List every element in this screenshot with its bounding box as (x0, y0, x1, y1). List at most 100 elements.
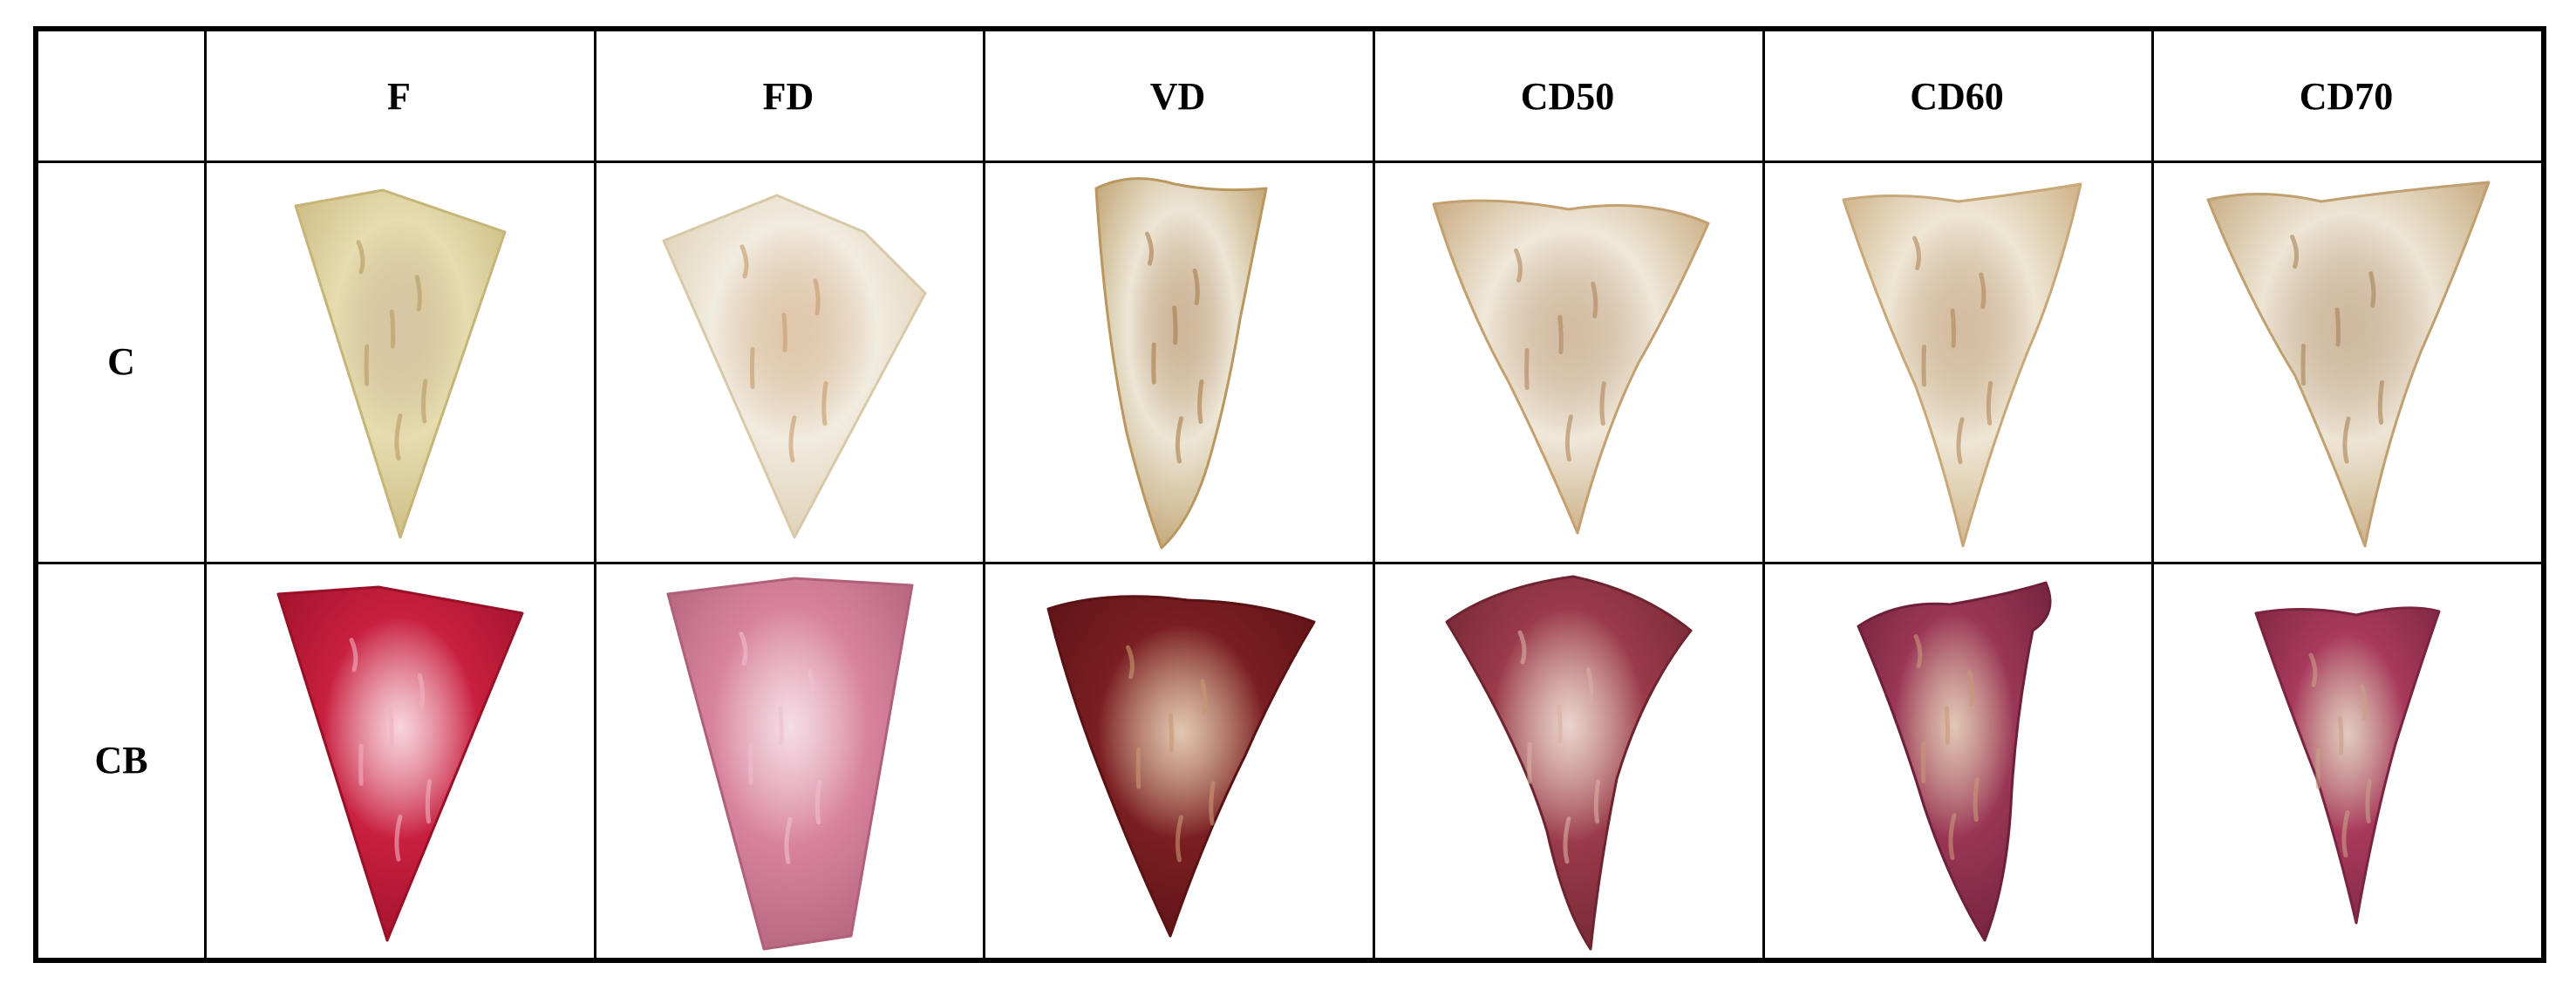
slice-texture (749, 346, 754, 389)
slice-texture (783, 816, 792, 864)
grid-line (2151, 31, 2154, 958)
slice-texture (807, 668, 814, 706)
row-label-c: C (107, 339, 135, 383)
slice-texture (1920, 344, 1926, 386)
slice-texture (2315, 747, 2320, 789)
sample-photo (1857, 581, 2051, 941)
slice-texture (1591, 281, 1598, 318)
slice-texture (1192, 268, 1200, 305)
grid-line (1762, 31, 1765, 958)
slice-texture (1514, 248, 1523, 283)
sample-comparison-table: F FD VD CD50 CD60 CD70 C CB (33, 26, 2546, 963)
sample-image-c-cd50 (1375, 163, 1762, 562)
slice-texture (1145, 231, 1154, 266)
slice-texture (1209, 780, 1216, 825)
grid-line (38, 562, 2541, 564)
slice-texture (1175, 814, 1183, 862)
sample-photo (2206, 181, 2491, 547)
grid-line (983, 31, 985, 958)
sample-photo (1094, 176, 1268, 549)
slice-texture (1126, 645, 1135, 679)
sample-slice (294, 188, 507, 538)
grid-line (38, 160, 2541, 163)
sample-slice (2254, 605, 2441, 924)
slice-texture (1200, 679, 1208, 716)
sample-image-cb-cd50 (1375, 564, 1762, 958)
slice-texture (1920, 741, 1925, 783)
slice-texture (1197, 379, 1204, 424)
slice-texture (739, 631, 747, 666)
slice-texture (358, 743, 364, 786)
slice-texture (1973, 776, 1980, 822)
sample-image-cb-cd60 (1765, 564, 2151, 958)
slice-texture (1557, 704, 1563, 744)
slice-texture (821, 380, 828, 426)
slice-texture (1517, 630, 1527, 665)
sample-slice (666, 577, 913, 950)
slice-texture (2342, 416, 2351, 464)
sample-image-cb-vd (985, 564, 1373, 958)
sample-image-cb-f (207, 564, 594, 958)
sample-photo (666, 577, 913, 950)
column-header-vd: VD (1149, 74, 1206, 118)
column-header-fd: FD (762, 74, 814, 118)
slice-texture (414, 274, 422, 311)
sample-image-c-fd (596, 163, 983, 562)
slice-texture (1955, 416, 1964, 464)
slice-texture (1135, 746, 1141, 789)
sample-slice (1842, 182, 2082, 547)
slice-texture (1557, 314, 1564, 354)
slice-texture (813, 278, 821, 315)
slice-texture (2377, 379, 2385, 425)
slice-texture (394, 814, 403, 862)
sample-photo (1432, 199, 1710, 534)
column-header-cd70: CD70 (2299, 74, 2394, 118)
slice-texture (1175, 415, 1183, 463)
slice-texture (2308, 652, 2318, 687)
grid-line (594, 31, 596, 958)
slice-texture (1585, 666, 1594, 704)
slice-texture (747, 742, 753, 785)
slice-texture (2300, 343, 2306, 386)
column-header-cd50: CD50 (1520, 74, 1615, 118)
sample-photo (1842, 182, 2082, 547)
sample-slice (1046, 594, 1316, 937)
slice-texture (739, 243, 748, 278)
sample-slice (1857, 581, 2051, 941)
sample-slice (1432, 199, 1710, 534)
slice-texture (1913, 633, 1922, 668)
slice-texture (388, 707, 394, 748)
grid-line (1373, 31, 1375, 958)
slice-texture (1563, 816, 1571, 864)
slice-texture (2334, 306, 2341, 346)
slice-texture (421, 378, 428, 423)
sample-slice (662, 194, 926, 538)
sample-image-cb-cd70 (2154, 564, 2541, 958)
column-header-cd60: CD60 (1910, 74, 2004, 118)
slice-texture (2341, 809, 2350, 857)
slice-texture (1912, 236, 1921, 270)
sample-image-c-vd (985, 163, 1373, 562)
slice-texture (1599, 380, 1606, 426)
slice-texture (1564, 413, 1573, 461)
slice-texture (1593, 778, 1601, 823)
slice-texture (781, 312, 787, 352)
slice-texture (1151, 342, 1156, 385)
slice-texture (1947, 812, 1956, 860)
slice-texture (2360, 684, 2368, 721)
sample-photo (1046, 594, 1316, 937)
sample-photo (294, 188, 507, 538)
sample-image-c-f (207, 163, 594, 562)
slice-texture (417, 673, 426, 710)
sample-slice (276, 585, 524, 941)
sample-photo (1445, 575, 1693, 950)
sample-photo (2254, 605, 2441, 924)
slice-texture (1172, 304, 1178, 345)
slice-texture (2290, 234, 2300, 269)
slice-texture (425, 778, 433, 823)
sample-image-cb-fd (596, 564, 983, 958)
slice-texture (1986, 380, 1993, 426)
slice-texture (814, 779, 821, 824)
slice-texture (394, 413, 403, 461)
sample-slice (1445, 575, 1693, 950)
